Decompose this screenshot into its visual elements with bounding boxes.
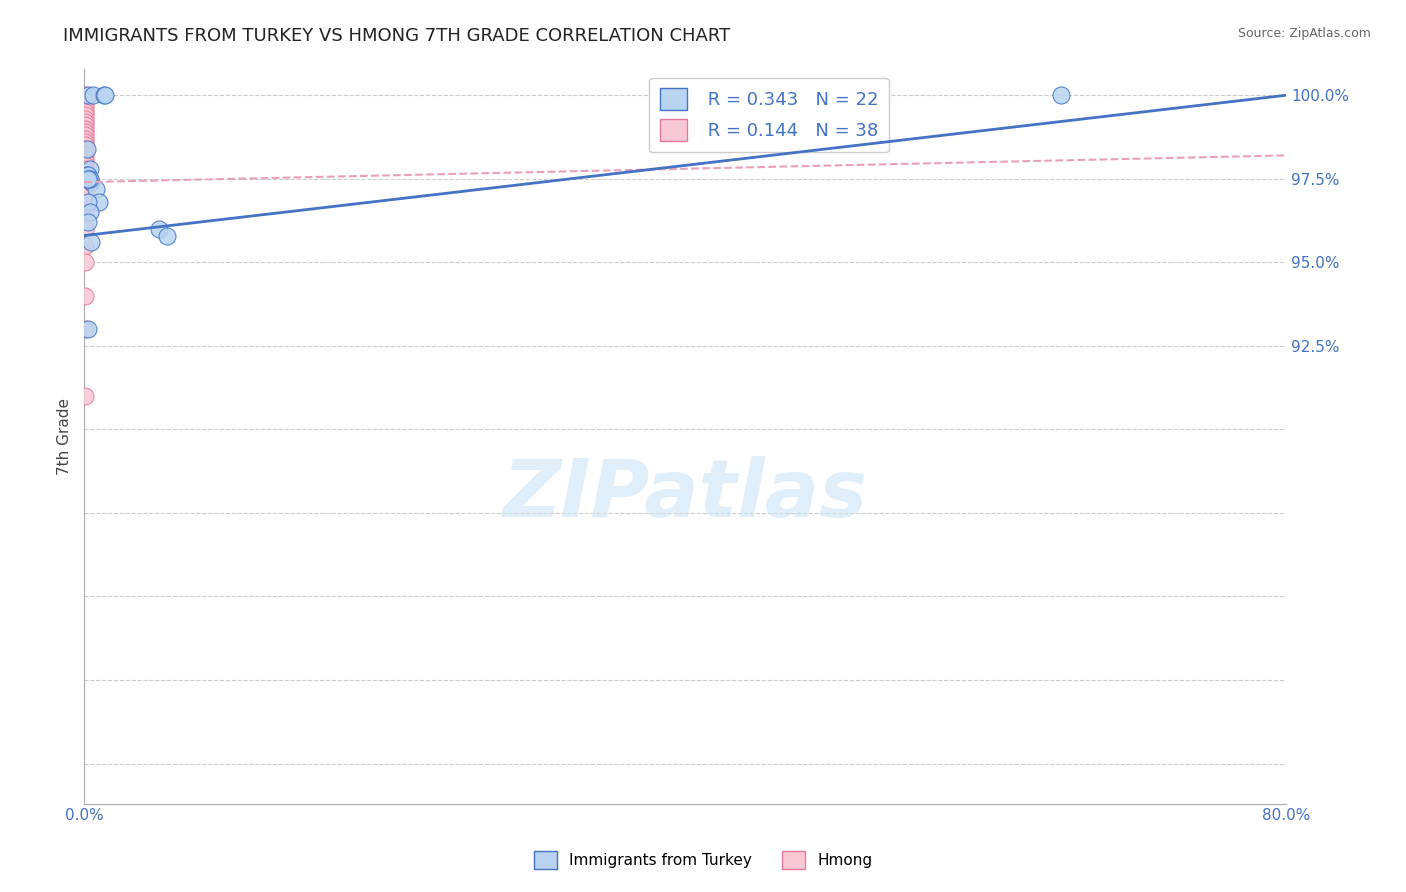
Point: [75, 161, 97, 176]
Point: [75, 165, 97, 179]
Point: [75, 115, 97, 129]
Point: [75, 88, 97, 103]
Point: [82, 88, 104, 103]
Text: ZIPatlas: ZIPatlas: [502, 456, 868, 534]
Point: [75, 178, 97, 193]
Point: [75, 112, 97, 126]
Point: [77, 169, 100, 183]
Legend: Immigrants from Turkey, Hmong: Immigrants from Turkey, Hmong: [527, 845, 879, 875]
Point: [79, 205, 101, 219]
Point: [75, 205, 97, 219]
Point: [148, 222, 170, 236]
Point: [76, 142, 98, 156]
Point: [75, 92, 97, 106]
Point: [75, 105, 97, 120]
Point: [75, 175, 97, 189]
Point: [75, 142, 97, 156]
Point: [75, 188, 97, 202]
Point: [75, 322, 97, 336]
Point: [75, 155, 97, 169]
Point: [76, 169, 98, 183]
Point: [156, 228, 179, 243]
Point: [1049, 88, 1071, 103]
Point: [77, 88, 100, 103]
Point: [80, 235, 103, 250]
Legend:  R = 0.343   N = 22,  R = 0.144   N = 38: R = 0.343 N = 22, R = 0.144 N = 38: [650, 78, 889, 153]
Text: Source: ZipAtlas.com: Source: ZipAtlas.com: [1237, 27, 1371, 40]
Point: [75, 131, 97, 145]
Point: [75, 108, 97, 122]
Point: [77, 322, 100, 336]
Point: [93, 88, 115, 103]
Point: [75, 169, 97, 183]
Point: [77, 195, 100, 210]
Point: [75, 98, 97, 112]
Point: [94, 88, 117, 103]
Point: [75, 125, 97, 139]
Point: [75, 145, 97, 159]
Point: [75, 389, 97, 403]
Point: [77, 171, 100, 186]
Point: [75, 158, 97, 172]
Y-axis label: 7th Grade: 7th Grade: [58, 398, 72, 475]
Point: [75, 95, 97, 109]
Point: [75, 182, 97, 196]
Point: [79, 161, 101, 176]
Point: [75, 118, 97, 132]
Point: [79, 171, 101, 186]
Point: [75, 102, 97, 116]
Point: [75, 222, 97, 236]
Point: [75, 238, 97, 252]
Point: [75, 152, 97, 166]
Point: [75, 121, 97, 136]
Point: [87, 195, 110, 210]
Point: [75, 171, 97, 186]
Point: [75, 185, 97, 199]
Point: [75, 255, 97, 269]
Point: [75, 289, 97, 303]
Point: [80, 175, 103, 189]
Point: [84, 182, 107, 196]
Point: [75, 148, 97, 162]
Point: [75, 128, 97, 143]
Point: [75, 135, 97, 149]
Point: [77, 215, 100, 229]
Point: [75, 138, 97, 153]
Text: IMMIGRANTS FROM TURKEY VS HMONG 7TH GRADE CORRELATION CHART: IMMIGRANTS FROM TURKEY VS HMONG 7TH GRAD…: [63, 27, 731, 45]
Point: [77, 171, 100, 186]
